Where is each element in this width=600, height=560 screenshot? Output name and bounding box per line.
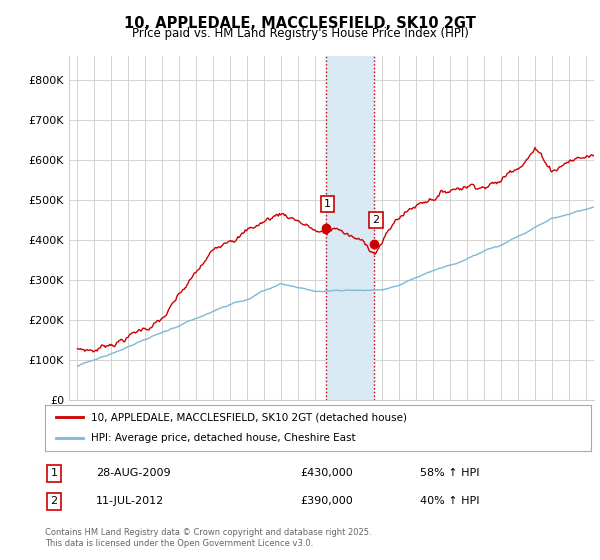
Text: 40% ↑ HPI: 40% ↑ HPI — [420, 496, 479, 506]
Text: £390,000: £390,000 — [300, 496, 353, 506]
Text: 2: 2 — [373, 215, 380, 225]
Text: 58% ↑ HPI: 58% ↑ HPI — [420, 468, 479, 478]
Text: 10, APPLEDALE, MACCLESFIELD, SK10 2GT: 10, APPLEDALE, MACCLESFIELD, SK10 2GT — [124, 16, 476, 31]
Text: HPI: Average price, detached house, Cheshire East: HPI: Average price, detached house, Ches… — [91, 433, 356, 444]
Text: £430,000: £430,000 — [300, 468, 353, 478]
Text: 1: 1 — [324, 199, 331, 209]
Bar — [326, 56, 374, 400]
Text: Price paid vs. HM Land Registry's House Price Index (HPI): Price paid vs. HM Land Registry's House … — [131, 27, 469, 40]
Text: 1: 1 — [50, 468, 58, 478]
Text: 28-AUG-2009: 28-AUG-2009 — [96, 468, 170, 478]
Text: 2: 2 — [50, 496, 58, 506]
Text: 10, APPLEDALE, MACCLESFIELD, SK10 2GT (detached house): 10, APPLEDALE, MACCLESFIELD, SK10 2GT (d… — [91, 412, 407, 422]
Text: 11-JUL-2012: 11-JUL-2012 — [96, 496, 164, 506]
Text: Contains HM Land Registry data © Crown copyright and database right 2025.
This d: Contains HM Land Registry data © Crown c… — [45, 528, 371, 548]
